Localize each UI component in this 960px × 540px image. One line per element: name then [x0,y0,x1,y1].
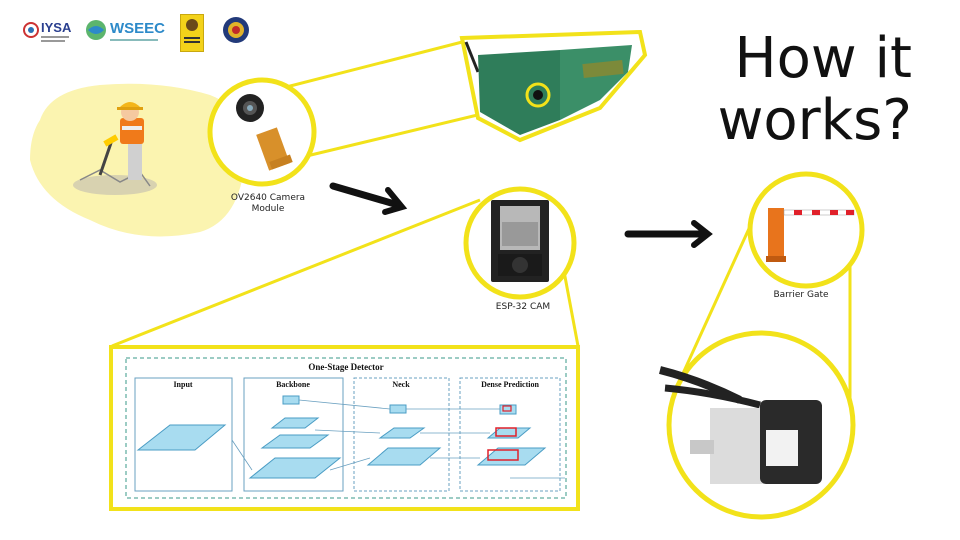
dense-prediction-section-box [459,377,561,492]
neck-section-box [353,377,450,492]
camera-module-caption-line1: OV2640 Camera [230,193,306,203]
detector-outer-border [125,357,567,499]
antenna-icon [464,41,480,73]
construction-worker-icon [73,102,157,195]
backbone-section-box [243,377,344,492]
iysa-logo-text: IYSA [41,20,72,35]
iysa-emblem-icon [23,22,39,38]
input-section-box [134,377,233,492]
barrier-gate-circle [747,171,865,289]
iysa-logo: IYSA [22,18,82,46]
iysa-logo-subtext [41,36,69,38]
backbone-section-label: Backbone [276,380,310,389]
camera-module-caption-line2: Module [251,204,285,214]
seal-icon [223,17,249,43]
camera-module-circle [207,77,317,187]
barrier-gate-icon [766,208,855,262]
neck-section-label: Neck [392,380,410,389]
slide-title-line2: works? [717,88,912,153]
logo-row: IYSA WSEEC [22,14,262,54]
ov2640-camera-icon [236,94,293,171]
green-camera-device [459,29,648,143]
detector-title: One-Stage Detector [308,362,383,372]
flow-arrow-1 [329,182,408,215]
institution-seal-logo [222,16,250,44]
input-image-block [136,424,227,451]
slide-title: How it works? [718,28,912,152]
zoom-line-esp-left [111,198,481,348]
dense-prediction-layers [476,404,547,466]
wseec-globe-icon [86,20,106,40]
university-badge-logo [180,14,204,52]
camera-module-caption: OV2640 Camera Module [216,193,320,215]
flow-arrow-2 [624,220,713,248]
wseec-logo: WSEEC [84,18,166,46]
slide-title-line1: How it [734,26,913,91]
wseec-logo-text: WSEEC [110,20,166,37]
servo-motor-icon [659,366,822,484]
esp32-caption: ESP-32 CAM [495,302,551,312]
esp32-cam-board-icon [491,200,549,282]
zoom-line-barrier-left [678,221,754,381]
detector-connectors [231,399,565,479]
barrier-gate-caption: Barrier Gate [773,290,829,300]
backbone-layers [248,395,342,479]
dense-prediction-section-label: Dense Prediction [481,380,539,389]
input-section-label: Input [173,380,192,389]
